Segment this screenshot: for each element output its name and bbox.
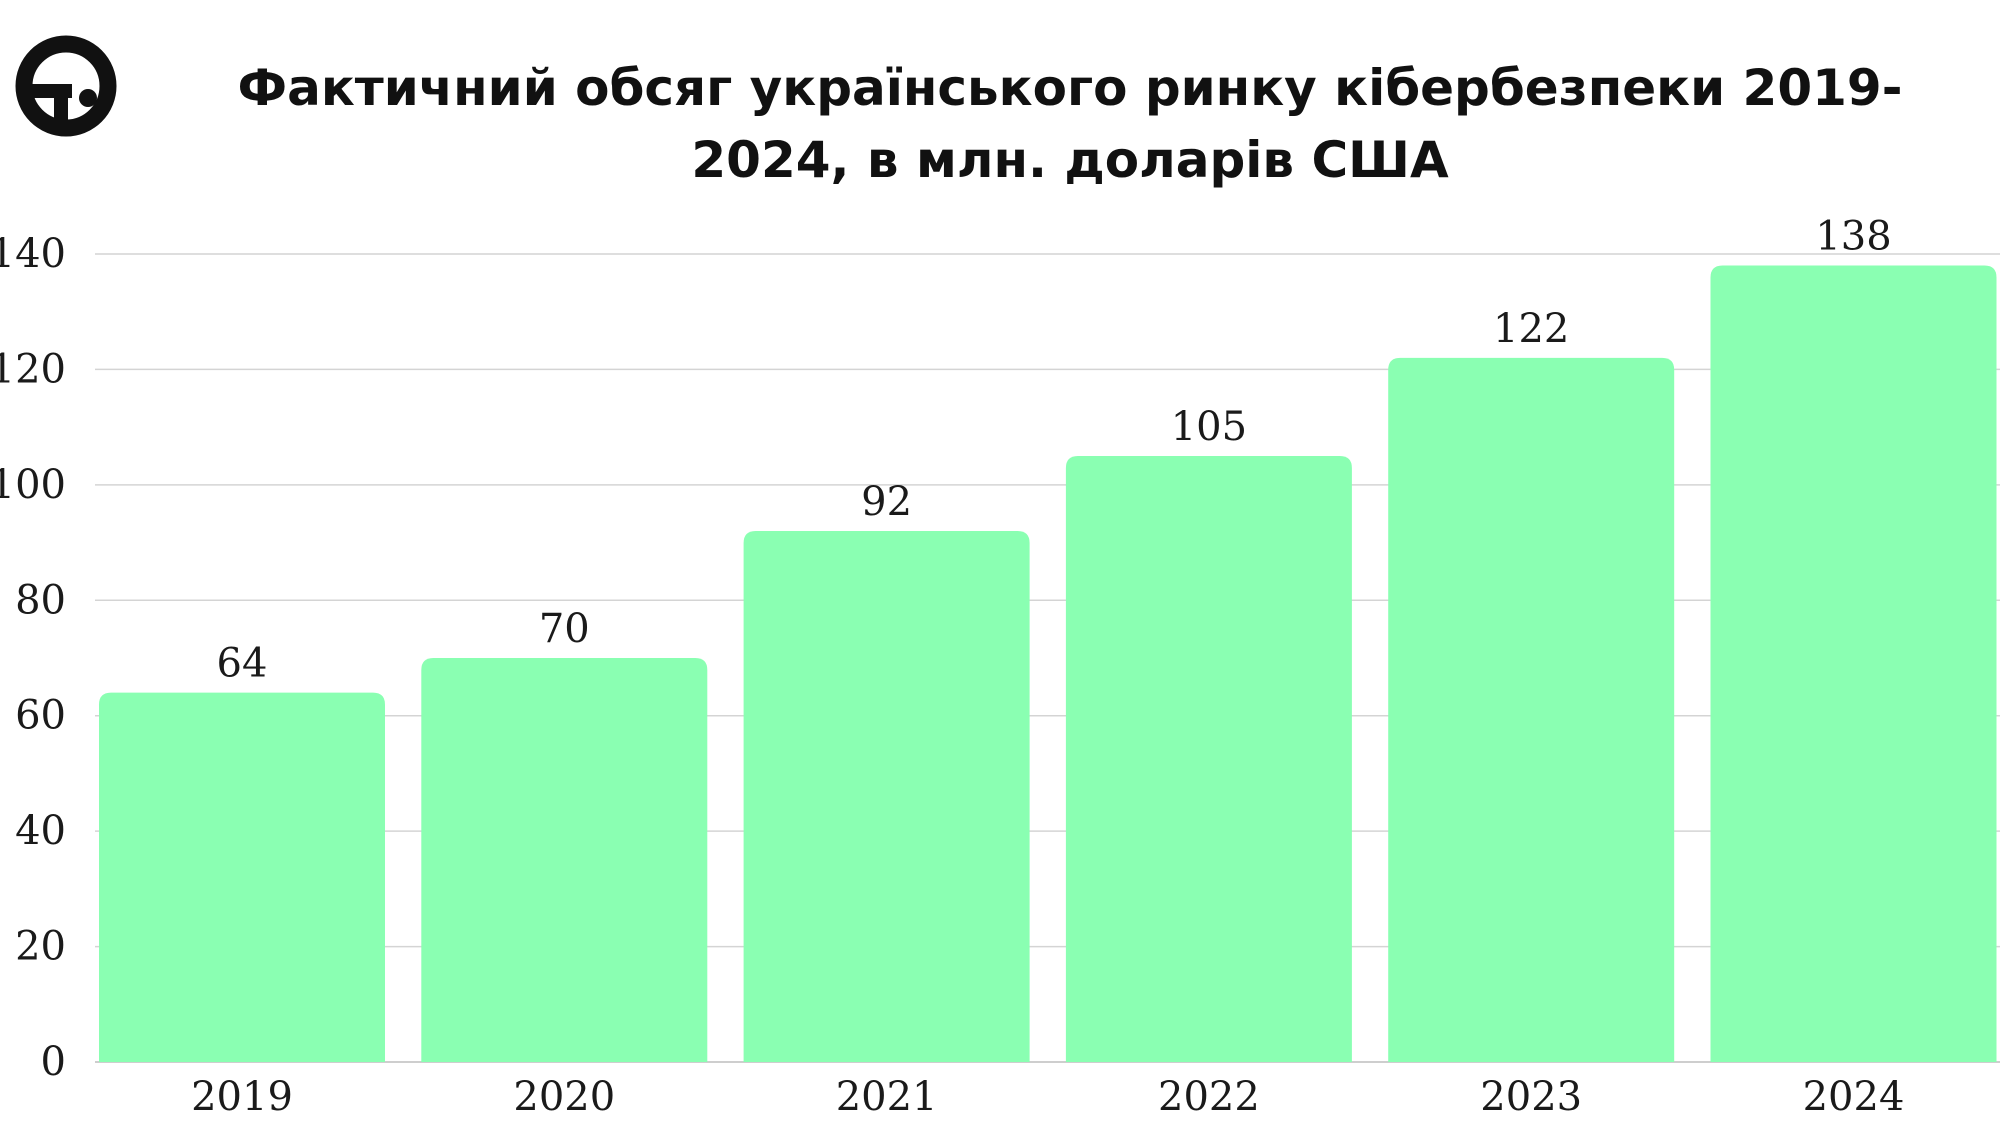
grid-lines bbox=[95, 253, 2000, 1063]
y-tick-label: 120 bbox=[0, 346, 66, 392]
data-label: 92 bbox=[861, 479, 912, 525]
y-tick-label: 100 bbox=[0, 462, 66, 508]
x-tick-label: 2020 bbox=[513, 1074, 615, 1120]
data-label: 138 bbox=[1815, 214, 1891, 260]
y-tick-label: 60 bbox=[15, 693, 66, 739]
y-tick-label: 40 bbox=[15, 808, 66, 854]
labels: 0 20 40 60 80 100 120 140 64 2019 70 2020 92 2021 105 2… bbox=[0, 214, 1904, 1120]
x-tick-label: 2021 bbox=[836, 1074, 938, 1120]
data-label: 64 bbox=[217, 641, 268, 687]
bars bbox=[99, 265, 1997, 1062]
chart-title-line-2: 2024, в млн. доларів США bbox=[691, 131, 1449, 189]
bar-2022 bbox=[1065, 456, 1352, 1062]
data-label: 105 bbox=[1171, 404, 1247, 450]
x-tick-label: 2022 bbox=[1158, 1074, 1260, 1120]
bar-2021 bbox=[743, 531, 1030, 1062]
x-tick-label: 2024 bbox=[1803, 1074, 1905, 1120]
data-label: 70 bbox=[539, 606, 590, 652]
bar-2019 bbox=[99, 692, 385, 1062]
y-tick-label: 140 bbox=[0, 231, 66, 277]
brand-logo-icon bbox=[15, 35, 117, 137]
y-tick-label: 0 bbox=[41, 1039, 66, 1085]
chart-title-line-1: Фактичний обсяг українського ринку кібер… bbox=[237, 59, 1903, 117]
data-label: 122 bbox=[1493, 306, 1569, 352]
bar-2023 bbox=[1388, 357, 1675, 1062]
y-tick-label: 80 bbox=[15, 577, 66, 623]
x-tick-label: 2023 bbox=[1480, 1074, 1582, 1120]
y-tick-label: 20 bbox=[15, 924, 66, 970]
bar-2024 bbox=[1710, 265, 1997, 1062]
chart-title: Фактичний обсяг українського ринку кібер… bbox=[140, 52, 2000, 196]
x-tick-label: 2019 bbox=[191, 1074, 293, 1120]
bar-2020 bbox=[421, 658, 708, 1062]
